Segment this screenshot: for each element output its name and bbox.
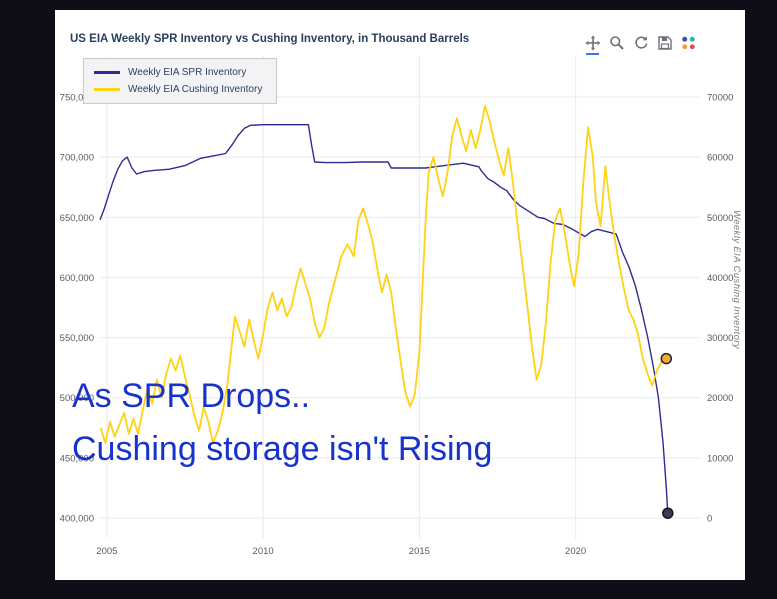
svg-text:500,000: 500,000 (60, 393, 94, 404)
svg-text:70000: 70000 (707, 93, 733, 104)
reset-axes-icon (634, 35, 647, 49)
svg-text:2015: 2015 (409, 546, 430, 557)
plotly-logo-icon (682, 36, 695, 49)
svg-text:650,000: 650,000 (60, 213, 94, 224)
legend: Weekly EIA SPR Inventory Weekly EIA Cush… (83, 58, 278, 104)
reset-axes-button[interactable] (630, 32, 651, 53)
chart-card: US EIA Weekly SPR Inventory vs Cushing I… (55, 10, 745, 580)
right-axis-title: Weekly EIA Cushing Inventory (731, 210, 742, 349)
annotation-line-2: Cushing storage isn't Rising (72, 430, 493, 468)
svg-text:750,000: 750,000 (60, 93, 94, 104)
plot-area[interactable]: 400,000 0 450,000 10000 500,000 20000 550,000 3… (55, 10, 745, 580)
zoom-icon (609, 35, 624, 50)
active-tool-indicator (586, 53, 599, 55)
pan-icon (585, 35, 600, 50)
svg-text:450,000: 450,000 (60, 453, 94, 464)
svg-text:400,000: 400,000 (60, 514, 94, 525)
plotly-logo-button[interactable] (678, 32, 699, 53)
download-plot-icon (657, 35, 672, 50)
svg-text:40000: 40000 (707, 273, 733, 284)
annotation: As SPR Drops.. Cushing storage isn't Ris… (72, 370, 492, 476)
legend-item-cushing[interactable]: Weekly EIA Cushing Inventory (94, 84, 262, 95)
modebar (582, 32, 699, 55)
pan-button[interactable] (582, 32, 603, 55)
zoom-button[interactable] (606, 32, 627, 53)
svg-text:0: 0 (707, 514, 712, 525)
download-plot-button[interactable] (654, 32, 675, 53)
chart-canvas: 400,000 0 450,000 10000 500,000 20000 550,000 3… (60, 56, 733, 557)
legend-label-cushing: Weekly EIA Cushing Inventory (128, 84, 263, 95)
legend-item-spr[interactable]: Weekly EIA SPR Inventory (94, 67, 262, 78)
svg-text:30000: 30000 (707, 333, 733, 344)
chart-title: US EIA Weekly SPR Inventory vs Cushing I… (70, 33, 470, 45)
svg-text:550,000: 550,000 (60, 333, 94, 344)
svg-text:700,000: 700,000 (60, 153, 94, 164)
svg-text:2020: 2020 (565, 546, 586, 557)
svg-text:600,000: 600,000 (60, 273, 94, 284)
legend-swatch-spr (94, 71, 120, 74)
svg-text:2010: 2010 (253, 546, 274, 557)
svg-text:2005: 2005 (96, 546, 117, 557)
legend-swatch-cushing (94, 88, 120, 91)
legend-label-spr: Weekly EIA SPR Inventory (128, 67, 247, 78)
annotation-line-1: As SPR Drops.. (72, 377, 311, 415)
svg-text:20000: 20000 (707, 393, 733, 404)
svg-text:50000: 50000 (707, 213, 733, 224)
svg-text:10000: 10000 (707, 453, 733, 464)
svg-text:60000: 60000 (707, 153, 733, 164)
